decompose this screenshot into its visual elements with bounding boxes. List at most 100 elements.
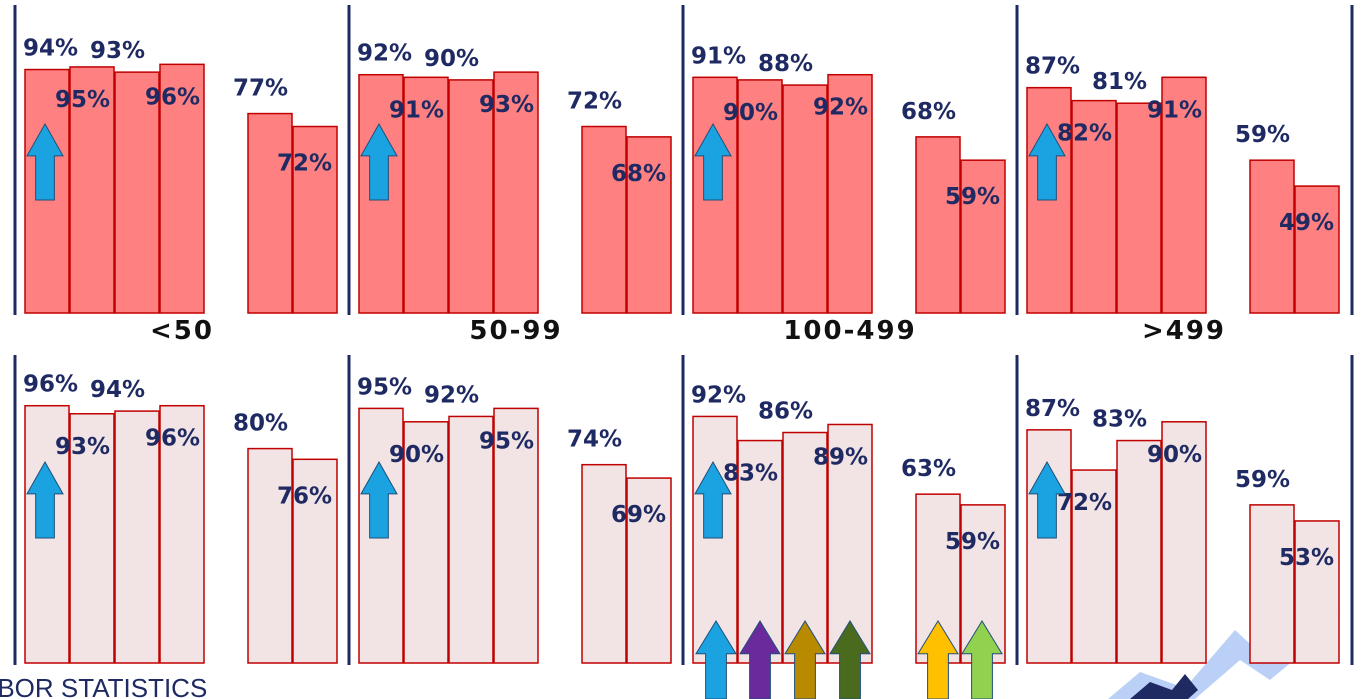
bar-label-top-group0-bar5: 72%: [277, 151, 332, 177]
group-label-2: 100-499: [783, 316, 916, 346]
bottom-panel: 96%93%94%96%80%76%95%90%92%95% 74%69%92%8…: [23, 372, 1340, 664]
bar-top-group1-bar2: [448, 79, 494, 314]
bar-label-bottom-group2-bar4: 63%: [901, 456, 956, 482]
bar-label-top-group1-bar0: 92%: [357, 41, 412, 67]
bar-bottom-group3-bar2: [1116, 439, 1162, 664]
bar-top-group3-bar4: [1249, 159, 1295, 314]
bar-label-top-group0-bar1: 95%: [55, 87, 110, 113]
bar-label-bottom-group0-bar0: 96%: [23, 372, 78, 398]
bar-label-top-group2-bar0: 91%: [691, 43, 746, 69]
bar-label-bottom-group0-bar1: 93%: [55, 434, 110, 460]
bar-label-bottom-group2-bar0: 92%: [691, 382, 746, 408]
up-arrow-icon-top-0: [26, 122, 64, 201]
up-arrow-icon-top-2: [694, 122, 732, 201]
bar-label-top-group3-bar5: 49%: [1279, 210, 1334, 236]
bar-top-group0-bar3: [159, 63, 205, 314]
bar-label-bottom-group3-bar3: 90%: [1147, 442, 1202, 468]
bar-top-group0-bar1: [69, 66, 115, 314]
bar-label-bottom-group3-bar0: 87%: [1025, 396, 1080, 422]
bar-label-bottom-group0-bar3: 96%: [145, 426, 200, 452]
panel-dividers: [13, 5, 1354, 665]
bar-bottom-group0-bar3: [159, 404, 205, 664]
bar-bottom-group3-bar5: [1294, 520, 1340, 664]
bar-label-bottom-group1-bar2: 92%: [424, 382, 479, 408]
watermark-logo-mark: [1130, 674, 1198, 699]
bar-label-bottom-group1-bar3: 95%: [479, 428, 534, 454]
bar-label-top-group2-bar3: 92%: [813, 95, 868, 121]
bar-top-group3-bar5: [1294, 185, 1340, 314]
bar-label-top-group1-bar4: 72%: [567, 89, 622, 115]
bar-top-group3-bar2: [1116, 102, 1162, 314]
bar-label-top-group3-bar1: 82%: [1057, 121, 1112, 147]
bar-bottom-group3-bar1: [1071, 469, 1117, 664]
bar-label-bottom-group3-bar1: 72%: [1057, 490, 1112, 516]
bar-bottom-group1-bar2: [448, 415, 494, 664]
bar-bottom-group1-bar4: [581, 463, 627, 664]
bar-label-bottom-group2-bar2: 86%: [758, 399, 813, 425]
bar-top-group2-bar1: [737, 79, 783, 314]
bar-label-bottom-group3-bar4: 59%: [1235, 467, 1290, 493]
up-arrow-icon-3: [829, 620, 871, 699]
bar-bottom-group0-bar4: [247, 447, 293, 664]
up-arrow-icon-bottom-2: [694, 460, 732, 539]
up-arrow-icon-5: [961, 620, 1003, 699]
group-label-0: <50: [150, 316, 214, 346]
bar-bottom-group1-bar5: [626, 477, 672, 664]
bar-label-bottom-group2-bar5: 59%: [945, 529, 1000, 555]
group-labels: <50 50-99 100-499 >499: [150, 316, 1226, 346]
bar-label-top-group0-bar2: 93%: [90, 38, 145, 64]
up-arrow-icon-bottom-1: [360, 460, 398, 539]
bar-top-group3-bar3: [1161, 76, 1207, 314]
up-arrow-icon-bottom-0: [26, 460, 64, 539]
bar-label-bottom-group3-bar2: 83%: [1092, 407, 1147, 433]
bar-label-bottom-group0-bar4: 80%: [233, 411, 288, 437]
bar-label-top-group0-bar4: 77%: [233, 76, 288, 102]
up-arrow-icon-4: [917, 620, 959, 699]
watermark: [1108, 592, 1340, 699]
bar-label-bottom-group1-bar5: 69%: [611, 502, 666, 528]
bar-top-group0-bar2: [114, 71, 160, 314]
bar-bottom-group0-bar5: [292, 458, 338, 664]
bar-top-group1-bar1: [403, 76, 449, 314]
bar-label-top-group0-bar3: 96%: [145, 84, 200, 110]
bar-bottom-group0-bar1: [69, 413, 115, 664]
bar-label-bottom-group0-bar2: 94%: [90, 377, 145, 403]
bar-label-bottom-group2-bar3: 89%: [813, 444, 868, 470]
bar-label-top-group3-bar4: 59%: [1235, 122, 1290, 148]
bar-label-bottom-group3-bar5: 53%: [1279, 545, 1334, 571]
bar-top-group2-bar2: [782, 84, 828, 314]
bar-top-group1-bar5: [626, 136, 672, 314]
bar-top-group2-bar3: [827, 73, 873, 314]
bar-label-bottom-group1-bar0: 95%: [357, 374, 412, 400]
bar-top-group3-bar1: [1071, 99, 1117, 314]
top-panel: 94%95%93%96% 77%72%92%91%90%93% 72%68%91%9…: [23, 36, 1340, 314]
up-arrow-icon-bottom-3: [1028, 460, 1066, 539]
bar-bottom-group3-bar4: [1249, 504, 1295, 664]
bar-top-group2-bar4: [915, 136, 961, 314]
bar-label-bottom-group1-bar1: 90%: [389, 442, 444, 468]
bar-label-bottom-group0-bar5: 76%: [277, 483, 332, 509]
footer-text: ABOR STATISTICS: [0, 673, 207, 699]
bar-label-top-group1-bar5: 68%: [611, 161, 666, 187]
up-arrow-icon-2: [784, 620, 826, 699]
up-arrow-icon-1: [739, 620, 781, 699]
bar-label-top-group1-bar3: 93%: [479, 92, 534, 118]
bar-top-group2-bar5: [960, 159, 1006, 314]
bar-label-top-group0-bar0: 94%: [23, 36, 78, 62]
bar-label-top-group1-bar2: 90%: [424, 46, 479, 72]
bar-label-top-group3-bar3: 91%: [1147, 97, 1202, 123]
group-label-3: >499: [1142, 316, 1226, 346]
bar-bottom-group0-bar2: [114, 410, 160, 664]
bar-label-top-group2-bar2: 88%: [758, 51, 813, 77]
bar-top-group1-bar4: [581, 125, 627, 314]
bar-label-top-group1-bar1: 91%: [389, 97, 444, 123]
bar-label-bottom-group2-bar1: 83%: [723, 461, 778, 487]
bar-top-group1-bar3: [493, 71, 539, 314]
bar-bottom-group2-bar4: [915, 493, 961, 664]
bar-label-bottom-group1-bar4: 74%: [567, 427, 622, 453]
up-arrow-icon-top-3: [1028, 122, 1066, 201]
bar-bottom-group1-bar1: [403, 421, 449, 664]
bar-label-top-group3-bar0: 87%: [1025, 54, 1080, 80]
group-label-1: 50-99: [469, 316, 562, 346]
